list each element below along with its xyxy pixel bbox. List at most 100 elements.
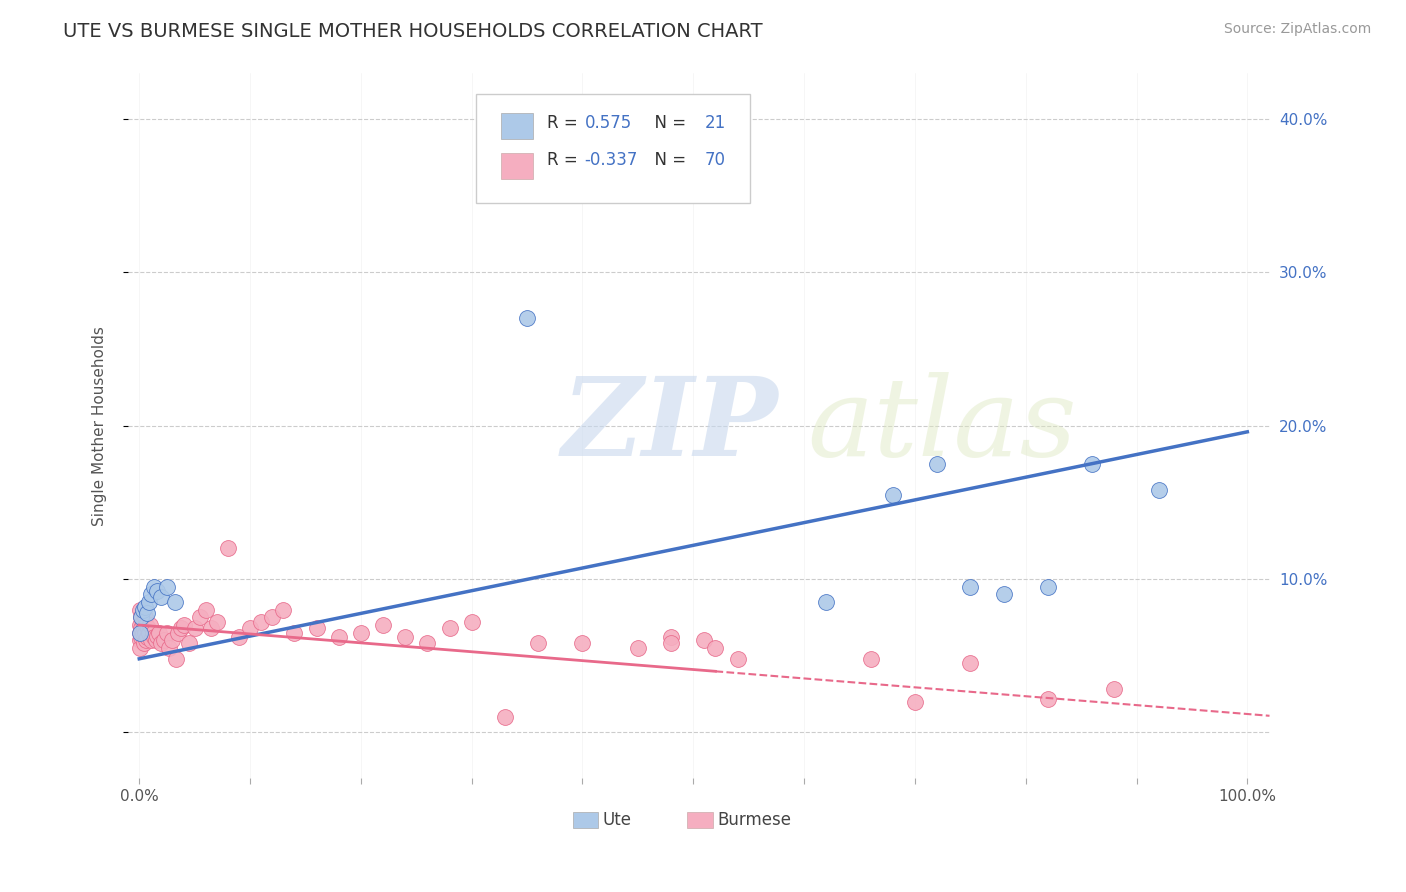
Text: N =: N =	[644, 114, 692, 132]
Point	[205, 615, 228, 629]
Point	[131, 621, 153, 635]
Point	[145, 633, 167, 648]
Point	[129, 618, 152, 632]
Point	[134, 625, 156, 640]
Point	[132, 636, 155, 650]
Text: Source: ZipAtlas.com: Source: ZipAtlas.com	[1223, 22, 1371, 37]
Point	[959, 657, 981, 671]
Point	[156, 580, 179, 594]
Point	[183, 621, 205, 635]
Point	[131, 603, 153, 617]
Point	[136, 606, 159, 620]
Text: ZIP: ZIP	[562, 372, 779, 479]
Point	[132, 621, 155, 635]
Point	[859, 652, 882, 666]
Point	[156, 625, 179, 640]
Point	[150, 636, 173, 650]
Point	[157, 641, 180, 656]
Point	[659, 636, 682, 650]
FancyBboxPatch shape	[477, 95, 751, 203]
Point	[527, 636, 550, 650]
Point	[250, 615, 273, 629]
FancyBboxPatch shape	[502, 153, 533, 178]
Point	[170, 621, 193, 635]
Point	[134, 610, 156, 624]
Point	[163, 595, 186, 609]
Point	[394, 630, 416, 644]
Point	[141, 587, 163, 601]
Point	[129, 625, 152, 640]
Point	[142, 630, 165, 644]
Point	[162, 633, 184, 648]
Point	[135, 618, 157, 632]
Point	[134, 599, 156, 614]
Y-axis label: Single Mother Households: Single Mother Households	[93, 326, 107, 525]
Point	[188, 610, 211, 624]
Point	[129, 603, 152, 617]
Point	[925, 457, 948, 471]
Point	[959, 580, 981, 594]
Point	[200, 621, 222, 635]
Text: 70: 70	[704, 152, 725, 169]
Point	[1147, 483, 1170, 497]
Point	[283, 625, 305, 640]
Point	[371, 618, 394, 632]
Point	[194, 603, 217, 617]
Point	[136, 621, 159, 635]
Text: 21: 21	[704, 114, 725, 132]
Point	[262, 610, 284, 624]
Text: R =: R =	[547, 152, 583, 169]
Point	[167, 625, 190, 640]
Text: 0.575: 0.575	[585, 114, 631, 132]
Point	[704, 641, 727, 656]
Point	[131, 630, 153, 644]
Point	[1036, 580, 1059, 594]
Point	[141, 633, 163, 648]
Point	[571, 636, 593, 650]
Point	[305, 621, 328, 635]
Point	[165, 652, 187, 666]
Point	[131, 610, 153, 624]
Point	[416, 636, 439, 650]
Text: -0.337: -0.337	[585, 152, 638, 169]
Point	[131, 615, 153, 629]
FancyBboxPatch shape	[574, 813, 599, 828]
Point	[904, 695, 927, 709]
Point	[1036, 691, 1059, 706]
Point	[659, 630, 682, 644]
Point	[217, 541, 239, 556]
Point	[129, 633, 152, 648]
Text: UTE VS BURMESE SINGLE MOTHER HOUSEHOLDS CORRELATION CHART: UTE VS BURMESE SINGLE MOTHER HOUSEHOLDS …	[63, 22, 763, 41]
FancyBboxPatch shape	[502, 113, 533, 138]
Point	[350, 625, 373, 640]
FancyBboxPatch shape	[688, 813, 713, 828]
Point	[136, 630, 159, 644]
Point	[228, 630, 250, 644]
Point	[882, 488, 904, 502]
Point	[627, 641, 650, 656]
Point	[150, 591, 173, 605]
Text: Burmese: Burmese	[717, 811, 792, 829]
Point	[146, 584, 169, 599]
Point	[1104, 682, 1126, 697]
Point	[141, 625, 163, 640]
Point	[129, 641, 152, 656]
Point	[146, 629, 169, 643]
Point	[993, 587, 1015, 601]
Text: Ute: Ute	[603, 811, 631, 829]
Point	[129, 625, 152, 640]
Point	[139, 618, 162, 632]
Point	[693, 633, 716, 648]
Point	[142, 580, 165, 594]
Point	[138, 625, 160, 640]
Point	[138, 595, 160, 609]
Point	[131, 610, 153, 624]
Point	[460, 615, 482, 629]
Point	[135, 633, 157, 648]
Point	[271, 603, 294, 617]
Point	[131, 625, 153, 640]
Text: R =: R =	[547, 114, 583, 132]
Point	[815, 595, 838, 609]
Point	[516, 311, 538, 326]
Point	[152, 633, 174, 648]
